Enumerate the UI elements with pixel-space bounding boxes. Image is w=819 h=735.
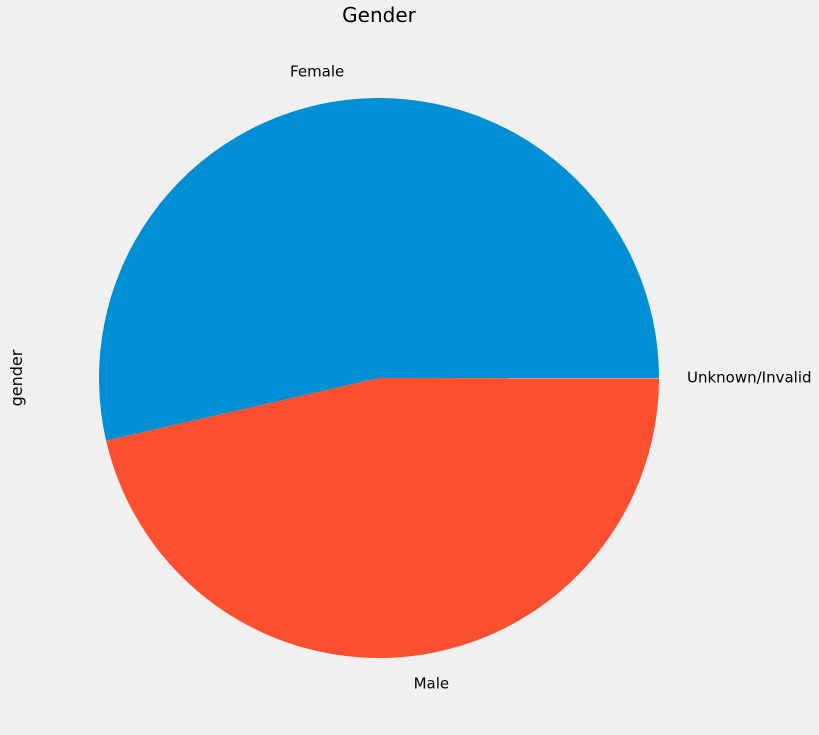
pie-slice-female: [98, 98, 659, 441]
slice-label-unknown-invalid: Unknown/Invalid: [687, 369, 812, 387]
chart-title: Gender: [342, 3, 416, 27]
pie-labels: Female Male Unknown/Invalid: [290, 62, 812, 692]
slice-label-male: Male: [414, 675, 450, 693]
pie-slice-male: [106, 378, 660, 659]
pie-slices: [98, 98, 660, 659]
y-axis-label: gender: [7, 349, 26, 406]
slice-label-female: Female: [290, 62, 344, 80]
